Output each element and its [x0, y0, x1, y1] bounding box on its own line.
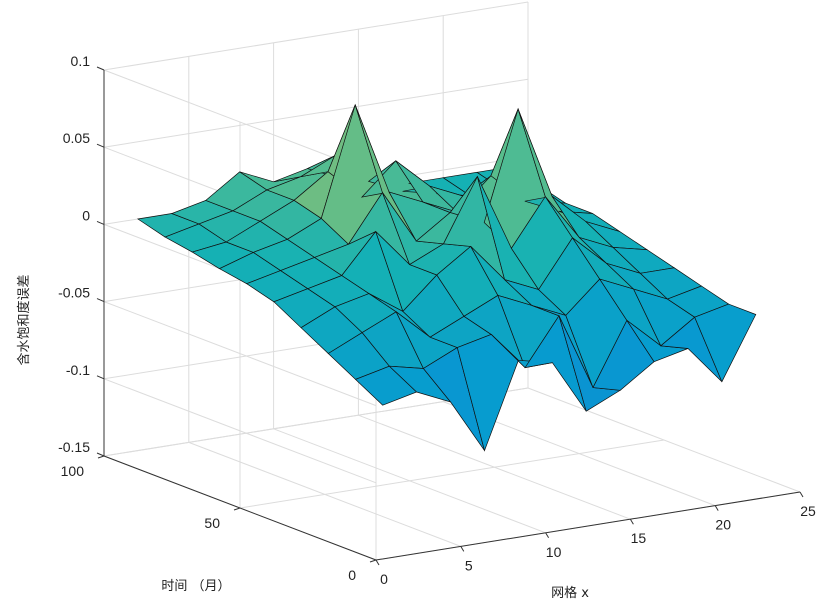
grid-line: [103, 1, 529, 71]
grid-line: [273, 428, 546, 534]
y-tick: [233, 507, 241, 511]
y-tick: [97, 455, 105, 459]
x-tick: [799, 491, 804, 498]
x-axis-label: 网格 x: [551, 585, 589, 601]
x-tick-label: 10: [546, 544, 562, 560]
z-tick-label: -0.15: [58, 439, 90, 455]
axis-layer: [96, 66, 804, 566]
z-tick: [96, 452, 105, 457]
z-tick: [96, 66, 105, 71]
x-tick: [714, 505, 719, 511]
x-tick: [460, 546, 465, 552]
x-tick-label: 0: [380, 571, 388, 587]
x-tick-label: 20: [715, 517, 731, 533]
y-tick: [369, 559, 377, 563]
z-tick: [96, 143, 105, 148]
x-tick: [375, 559, 380, 566]
grid-line: [188, 441, 461, 547]
z-tick-label: 0.05: [63, 130, 90, 146]
z-tick-label: 0.1: [71, 53, 91, 69]
x-tick: [629, 518, 634, 525]
surface-layer: [136, 103, 757, 452]
tick-labels: 0 5 10 15 20 25 0 50 100 0.1 0.05 0 -0.05 -0.1 -0.15: [58, 53, 816, 587]
y-tick-label: 100: [61, 463, 85, 479]
grid-line: [527, 387, 801, 493]
x-tick-label: 25: [800, 503, 816, 519]
z-axis-label: 含水饱和度误差: [16, 274, 32, 365]
z-tick-label: 0: [82, 207, 90, 223]
surface-patch: [694, 303, 757, 383]
z-tick: [96, 220, 105, 225]
z-tick-label: -0.05: [58, 285, 90, 301]
x-tick-label: 15: [631, 530, 647, 546]
grid-line: [358, 414, 631, 520]
y-tick-label: 50: [204, 515, 220, 531]
grid-line: [103, 78, 529, 148]
y-axis-label: 时间 （月）: [161, 579, 230, 594]
z-tick-label: -0.1: [66, 362, 90, 378]
y-tick-label: 0: [348, 567, 356, 583]
x-tick: [545, 532, 550, 539]
z-tick: [96, 375, 105, 380]
z-tick: [96, 298, 105, 303]
grid-line: [239, 439, 665, 509]
x-axis-line: [375, 491, 801, 561]
x-tick-label: 5: [465, 557, 473, 573]
